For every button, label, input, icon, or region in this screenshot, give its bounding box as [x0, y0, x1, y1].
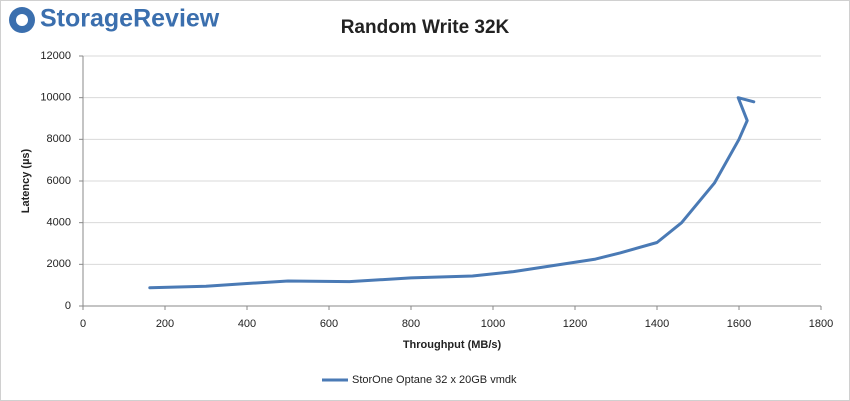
x-tick-label: 200 — [156, 318, 174, 330]
y-tick-label: 12000 — [40, 50, 71, 62]
x-tick-label: 1000 — [481, 318, 505, 330]
y-tick-label: 8000 — [47, 133, 71, 145]
x-tick-label: 1600 — [727, 318, 751, 330]
logo: StorageReview — [40, 5, 220, 33]
y-tick-label: 6000 — [47, 175, 71, 187]
legend-label: StorOne Optane 32 x 20GB vmdk — [352, 374, 517, 386]
y-axis-title: Latency (µs) — [20, 148, 32, 213]
x-tick-label: 1400 — [645, 318, 669, 330]
x-tick-label: 1800 — [809, 318, 833, 330]
y-tick-label: 2000 — [47, 258, 71, 270]
x-tick-label: 1200 — [563, 318, 587, 330]
x-tick-label: 800 — [402, 318, 420, 330]
chart-title: Random Write 32K — [341, 17, 510, 38]
y-tick-label: 10000 — [40, 92, 71, 104]
x-axis-title: Throughput (MB/s) — [403, 339, 502, 351]
y-tick-label: 0 — [65, 300, 71, 312]
series-line — [148, 96, 756, 290]
logo-icon-inner — [16, 14, 28, 26]
x-tick-label: 0 — [80, 318, 86, 330]
x-tick-label: 600 — [320, 318, 338, 330]
x-tick-label: 400 — [238, 318, 256, 330]
y-tick-label: 4000 — [47, 217, 71, 229]
